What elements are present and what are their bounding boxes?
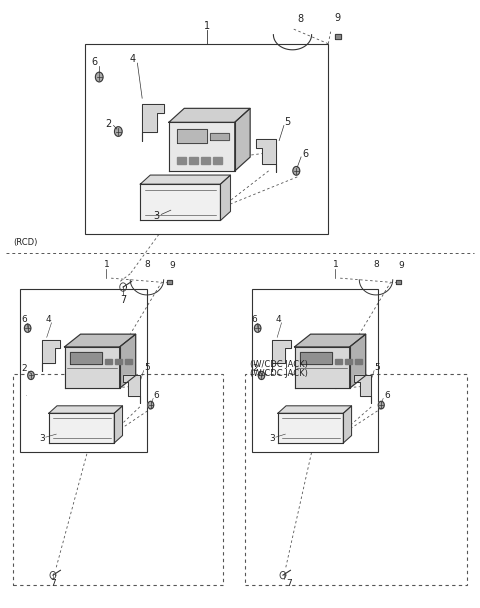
Text: 6: 6 bbox=[154, 392, 159, 401]
Text: 6: 6 bbox=[251, 314, 257, 323]
Text: 7: 7 bbox=[286, 579, 292, 588]
Circle shape bbox=[28, 371, 34, 379]
Bar bbox=[345, 359, 352, 364]
Polygon shape bbox=[49, 406, 122, 413]
Text: 3: 3 bbox=[269, 434, 275, 443]
Text: 5: 5 bbox=[374, 363, 380, 372]
Polygon shape bbox=[120, 334, 136, 388]
Bar bbox=[189, 157, 198, 164]
Circle shape bbox=[24, 324, 31, 333]
Polygon shape bbox=[256, 139, 276, 172]
Polygon shape bbox=[114, 406, 122, 443]
Polygon shape bbox=[64, 334, 136, 347]
Text: 6: 6 bbox=[21, 314, 27, 323]
Bar bbox=[105, 359, 112, 364]
Text: (RCD): (RCD) bbox=[13, 238, 38, 247]
Text: 5: 5 bbox=[144, 363, 150, 372]
Polygon shape bbox=[295, 347, 349, 388]
Bar bbox=[355, 359, 361, 364]
Bar bbox=[115, 359, 121, 364]
Text: 4: 4 bbox=[45, 314, 51, 323]
Polygon shape bbox=[235, 108, 250, 171]
Text: 7: 7 bbox=[120, 295, 126, 305]
Polygon shape bbox=[49, 413, 114, 443]
Bar bbox=[213, 157, 222, 164]
Polygon shape bbox=[278, 413, 343, 443]
Text: 9: 9 bbox=[335, 13, 341, 23]
Text: 5: 5 bbox=[285, 117, 291, 128]
Polygon shape bbox=[273, 340, 291, 371]
Bar bbox=[336, 34, 341, 39]
Text: 2: 2 bbox=[252, 364, 258, 373]
Text: 3: 3 bbox=[154, 211, 159, 221]
Text: 4: 4 bbox=[276, 314, 281, 323]
Circle shape bbox=[378, 401, 384, 409]
Text: 8: 8 bbox=[373, 260, 379, 269]
Bar bbox=[125, 359, 132, 364]
Polygon shape bbox=[140, 184, 220, 221]
Text: 4: 4 bbox=[130, 54, 136, 64]
Bar bbox=[177, 157, 186, 164]
Polygon shape bbox=[123, 375, 140, 403]
Polygon shape bbox=[42, 340, 60, 371]
Polygon shape bbox=[210, 133, 229, 140]
Text: 6: 6 bbox=[384, 392, 390, 401]
Polygon shape bbox=[220, 175, 230, 221]
Circle shape bbox=[148, 401, 154, 409]
Text: 6: 6 bbox=[303, 149, 309, 159]
Circle shape bbox=[254, 324, 261, 333]
Polygon shape bbox=[169, 122, 235, 171]
Polygon shape bbox=[355, 375, 371, 403]
Polygon shape bbox=[64, 347, 120, 388]
Text: (W/CDC JACK): (W/CDC JACK) bbox=[250, 360, 307, 369]
Text: 8: 8 bbox=[297, 14, 303, 24]
Text: 8: 8 bbox=[144, 260, 150, 269]
Text: 7: 7 bbox=[50, 579, 56, 588]
Bar bbox=[396, 280, 401, 284]
Polygon shape bbox=[177, 130, 207, 143]
Polygon shape bbox=[140, 175, 230, 184]
Text: 6: 6 bbox=[91, 57, 97, 67]
Circle shape bbox=[258, 371, 265, 379]
Text: 2: 2 bbox=[22, 364, 27, 373]
Polygon shape bbox=[295, 334, 366, 347]
Circle shape bbox=[293, 167, 300, 175]
Polygon shape bbox=[349, 334, 366, 388]
Polygon shape bbox=[300, 352, 332, 364]
Polygon shape bbox=[278, 406, 351, 413]
Circle shape bbox=[96, 72, 103, 82]
Bar bbox=[167, 280, 172, 284]
Polygon shape bbox=[70, 352, 102, 364]
Text: 1: 1 bbox=[204, 21, 210, 30]
Bar bbox=[335, 359, 342, 364]
Text: 1: 1 bbox=[104, 260, 109, 269]
Circle shape bbox=[115, 126, 122, 136]
Bar bbox=[201, 157, 210, 164]
Polygon shape bbox=[169, 108, 250, 122]
Text: 9: 9 bbox=[169, 261, 175, 271]
Text: 2: 2 bbox=[26, 395, 27, 397]
Text: 2: 2 bbox=[106, 119, 112, 129]
Text: (W/CDC JACK): (W/CDC JACK) bbox=[250, 369, 307, 378]
Text: 3: 3 bbox=[39, 434, 45, 443]
Polygon shape bbox=[142, 105, 164, 140]
Text: 9: 9 bbox=[398, 261, 404, 271]
Text: 1: 1 bbox=[333, 260, 338, 269]
Polygon shape bbox=[343, 406, 351, 443]
